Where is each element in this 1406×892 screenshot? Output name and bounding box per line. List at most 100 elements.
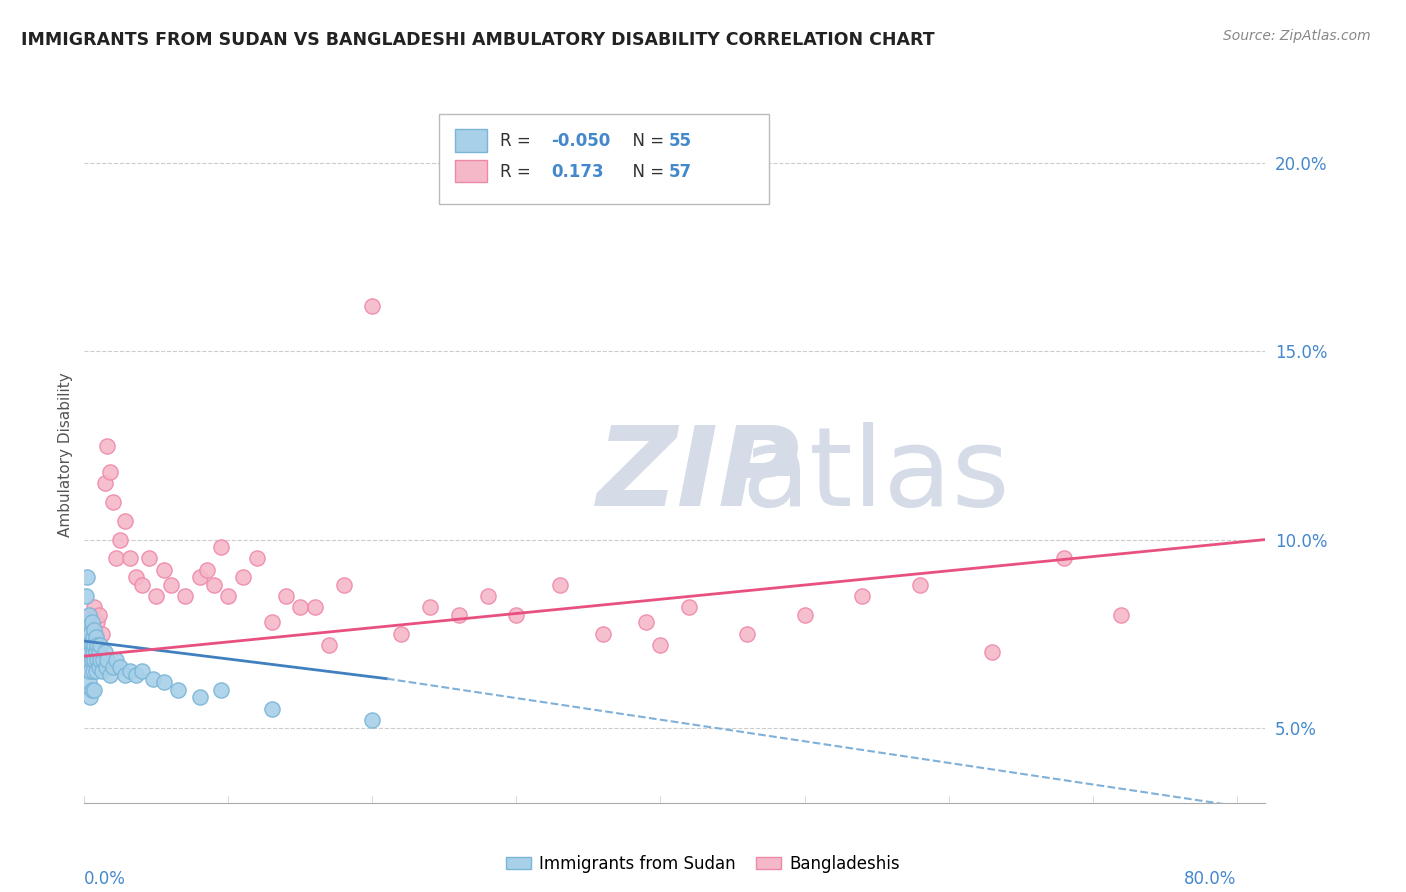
Point: [84, 630, 107, 644]
Point: [77, 638, 100, 652]
Point: [232, 570, 254, 584]
Point: [174, 589, 197, 603]
Point: [79, 645, 101, 659]
Point: [82, 630, 104, 644]
Point: [76, 615, 98, 630]
Point: [120, 551, 142, 566]
FancyBboxPatch shape: [439, 114, 769, 204]
Point: [76, 626, 98, 640]
Point: [361, 299, 384, 313]
Point: [1111, 607, 1133, 622]
Point: [188, 690, 211, 705]
Point: [290, 600, 312, 615]
Point: [105, 653, 128, 667]
Point: [980, 645, 1002, 659]
Point: [96, 438, 118, 452]
Point: [98, 668, 121, 682]
Point: [82, 615, 104, 630]
Point: [105, 551, 128, 566]
Point: [101, 495, 124, 509]
Point: [793, 607, 815, 622]
Point: [274, 589, 297, 603]
Text: ZIP: ZIP: [596, 422, 800, 529]
Text: 0.0%: 0.0%: [84, 871, 127, 888]
Point: [851, 589, 873, 603]
Point: [125, 570, 148, 584]
Point: [75, 589, 97, 603]
Point: [152, 563, 174, 577]
Point: [145, 589, 167, 603]
Point: [138, 551, 160, 566]
Point: [908, 577, 931, 591]
Point: [735, 626, 758, 640]
Point: [548, 577, 571, 591]
Point: [93, 476, 115, 491]
Point: [83, 638, 105, 652]
Text: -0.050: -0.050: [551, 132, 610, 150]
Text: R =: R =: [501, 162, 536, 181]
Point: [389, 626, 412, 640]
Point: [75, 626, 97, 640]
Point: [82, 664, 104, 678]
Point: [84, 626, 107, 640]
Point: [96, 653, 118, 667]
Point: [83, 600, 105, 615]
Text: 57: 57: [669, 162, 692, 181]
Point: [79, 690, 101, 705]
Point: [83, 623, 105, 637]
Point: [110, 660, 132, 674]
Point: [318, 638, 340, 652]
Point: [131, 577, 153, 591]
Point: [101, 660, 124, 674]
Point: [76, 570, 98, 584]
Point: [217, 589, 239, 603]
Point: [84, 645, 107, 659]
Point: [209, 540, 232, 554]
Point: [114, 668, 136, 682]
Text: IMMIGRANTS FROM SUDAN VS BANGLADESHI AMBULATORY DISABILITY CORRELATION CHART: IMMIGRANTS FROM SUDAN VS BANGLADESHI AMB…: [21, 31, 935, 49]
Text: Source: ZipAtlas.com: Source: ZipAtlas.com: [1223, 29, 1371, 43]
Legend: Immigrants from Sudan, Bangladeshis: Immigrants from Sudan, Bangladeshis: [499, 848, 907, 880]
Point: [477, 589, 499, 603]
Point: [80, 653, 103, 667]
Point: [361, 713, 384, 727]
Point: [75, 638, 97, 652]
Point: [80, 626, 103, 640]
Point: [79, 626, 101, 640]
Point: [304, 600, 326, 615]
Point: [188, 570, 211, 584]
FancyBboxPatch shape: [456, 160, 486, 182]
Point: [114, 514, 136, 528]
Point: [87, 607, 110, 622]
Point: [142, 672, 165, 686]
Point: [91, 653, 114, 667]
Text: atlas: atlas: [741, 422, 1010, 529]
Point: [77, 675, 100, 690]
Text: 55: 55: [669, 132, 692, 150]
Text: N =: N =: [621, 162, 669, 181]
Point: [1053, 551, 1076, 566]
Point: [80, 683, 103, 698]
Point: [86, 638, 108, 652]
Point: [79, 664, 101, 678]
Point: [152, 675, 174, 690]
Point: [86, 615, 108, 630]
FancyBboxPatch shape: [456, 129, 486, 152]
Point: [678, 600, 700, 615]
Point: [84, 664, 107, 678]
Point: [246, 551, 269, 566]
Y-axis label: Ambulatory Disability: Ambulatory Disability: [58, 373, 73, 537]
Point: [98, 465, 121, 479]
Point: [650, 638, 672, 652]
Text: R =: R =: [501, 132, 536, 150]
Point: [447, 607, 470, 622]
Point: [90, 626, 112, 640]
Point: [260, 615, 283, 630]
Point: [82, 645, 104, 659]
Point: [93, 645, 115, 659]
Point: [89, 653, 111, 667]
Point: [332, 577, 354, 591]
Point: [77, 607, 100, 622]
Point: [131, 664, 153, 678]
Point: [83, 653, 105, 667]
